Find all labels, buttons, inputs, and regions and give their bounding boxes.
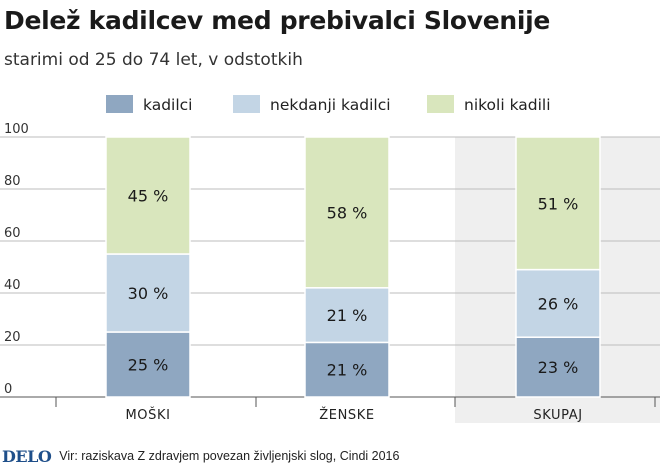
y-tick-label: 100 [4, 122, 29, 137]
legend-swatch [233, 95, 260, 113]
legend-swatch [106, 95, 133, 113]
bar-segment [515, 336, 601, 398]
bar-segment [105, 136, 191, 255]
legend-swatch [427, 95, 454, 113]
bar-segment [304, 136, 390, 289]
y-tick-label: 20 [4, 330, 21, 345]
legend-label: nikoli kadili [464, 96, 551, 114]
y-tick-label: 0 [4, 382, 12, 397]
data-label: 51 % [538, 194, 579, 213]
bar-segment [304, 341, 390, 398]
data-label: 30 % [128, 284, 169, 303]
bar-segment [105, 253, 191, 333]
data-label: 58 % [327, 203, 368, 222]
x-category-label: MOŠKI [125, 407, 170, 423]
bar-segment [515, 268, 601, 338]
x-category-label: SKUPAJ [533, 408, 582, 423]
y-tick-label: 60 [4, 226, 21, 241]
bar-segment [515, 136, 601, 271]
chart-title: Delež kadilcev med prebivalci Slovenije [4, 6, 551, 35]
y-tick-label: 40 [4, 278, 21, 293]
data-label: 21 % [327, 361, 368, 380]
bar-segment [105, 331, 191, 398]
data-label: 21 % [327, 306, 368, 325]
legend-label: nekdanji kadilci [270, 96, 391, 114]
legend-label: kadilci [143, 96, 192, 114]
chart-subtitle: starimi od 25 do 74 let, v odstotkih [4, 50, 303, 70]
source-note: Vir: raziskava Z zdravjem povezan življe… [59, 449, 400, 463]
data-label: 25 % [128, 356, 169, 375]
data-label: 26 % [538, 294, 579, 313]
bar-segment [304, 287, 390, 344]
y-tick-label: 80 [4, 174, 21, 189]
footer: DELO Vir: raziskava Z zdravjem povezan ž… [0, 444, 399, 468]
data-label: 45 % [128, 187, 169, 206]
x-category-label: ŽENSKE [319, 407, 374, 423]
stacked-bar-chart: 0 20 40 60 80 100 25 % 30 % 45 % MOŠKI 21 % 21 % 58 … [0, 95, 660, 423]
delo-logo: DELO [2, 446, 52, 466]
data-label: 23 % [538, 358, 579, 377]
